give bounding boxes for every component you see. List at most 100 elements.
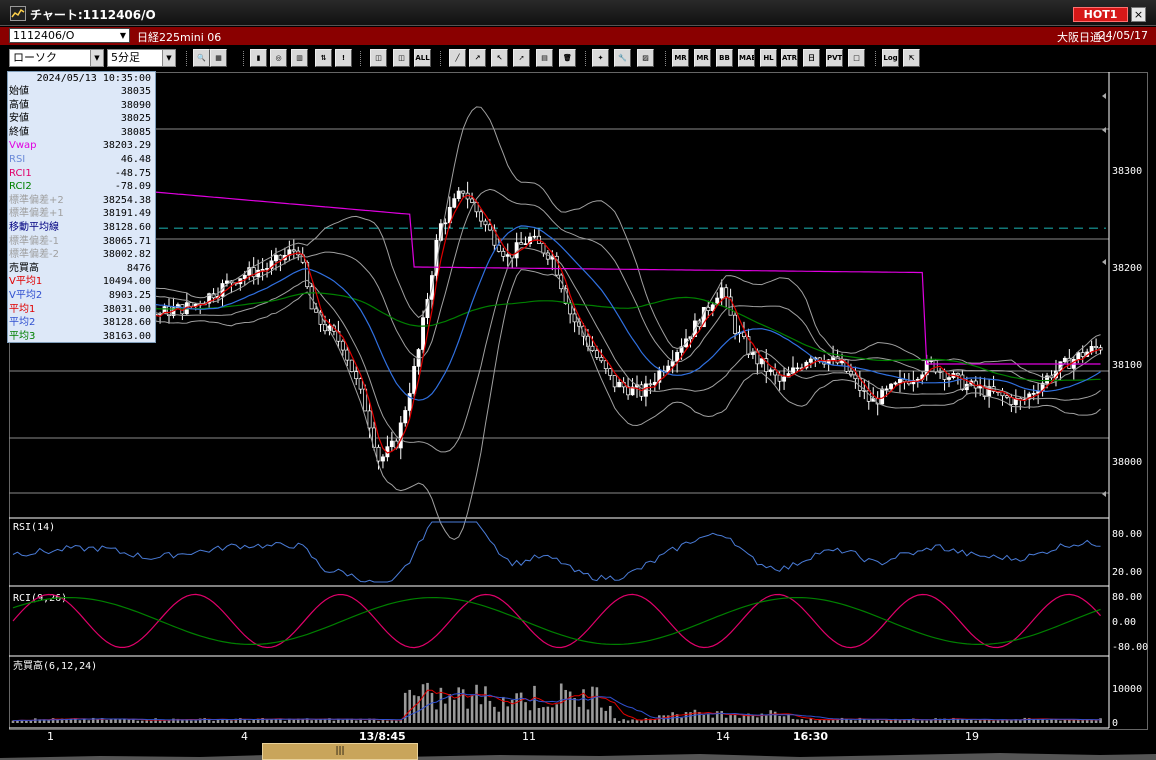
price-chart[interactable]: 38300 38200 38100 38000 RSI(14) 80.00 20.00 RCI… <box>9 72 1148 730</box>
trash-icon[interactable]: 🗑 <box>559 49 576 67</box>
volume-bar <box>203 718 206 723</box>
volume-bar <box>337 718 340 723</box>
candle-body <box>612 375 617 388</box>
interval-select[interactable]: 5分足 ▼ <box>107 49 176 67</box>
chart-type-select[interactable]: ローソク ▼ <box>9 49 104 67</box>
hot1-badge-button[interactable]: HOT1 <box>1073 7 1128 22</box>
mae-icon[interactable]: MAE <box>738 49 755 67</box>
volume-bar <box>417 696 420 723</box>
close-window-button[interactable]: × <box>1131 7 1146 22</box>
disabled-icon[interactable]: ! <box>335 49 352 67</box>
volume-bar <box>381 719 385 723</box>
volume-bar <box>501 696 505 723</box>
candle-icon[interactable]: ▮ <box>250 49 267 67</box>
atr-icon[interactable]: ATR <box>781 49 798 67</box>
volume-bar <box>537 708 541 723</box>
volume-bar <box>715 711 719 723</box>
ohlc-icon[interactable]: ◫ <box>393 49 410 67</box>
compare-icon[interactable]: ⇅ <box>315 49 332 67</box>
grid-icon[interactable]: ▦ <box>210 49 227 67</box>
candle-body <box>884 388 889 391</box>
info-row-value: 38035 <box>120 86 151 97</box>
candle-body <box>1080 352 1085 357</box>
chevron-down-icon[interactable]: ▼ <box>162 50 175 66</box>
candle-body <box>403 410 408 424</box>
line-tool-icon[interactable]: ↗ <box>469 49 486 67</box>
info-row-value: 38191.49 <box>102 208 151 220</box>
scroll-thumb[interactable]: ||| <box>262 743 418 760</box>
volume-bar <box>448 694 452 723</box>
bb-icon[interactable]: BB <box>716 49 733 67</box>
volume-bar <box>497 711 501 723</box>
volume-bar <box>301 719 305 723</box>
mr-icon[interactable]: MR <box>672 49 689 67</box>
info-row: RSI 46.48 <box>8 153 155 167</box>
volume-bar <box>1023 717 1027 723</box>
candle-body <box>345 349 350 361</box>
chart-area[interactable] <box>9 72 1148 730</box>
volume-bar <box>577 706 581 723</box>
chevron-down-icon[interactable]: ▼ <box>90 50 103 66</box>
settings-icon[interactable]: ✦ <box>592 49 609 67</box>
arrow-icon[interactable]: ➚ <box>513 49 530 67</box>
candle-body <box>880 388 885 405</box>
zoom-icon[interactable]: 🔍 <box>193 49 210 67</box>
chart-scrollbar[interactable] <box>0 742 1156 760</box>
chevron-down-icon[interactable]: ▼ <box>119 31 127 40</box>
rsi-axis-label: 80.00 <box>1112 529 1142 540</box>
ichimoku-icon[interactable]: 日 <box>803 49 820 67</box>
volume-bar <box>109 718 113 723</box>
volume-bar <box>764 715 768 723</box>
volume-bar <box>461 689 465 723</box>
info-row-value: 38065.71 <box>102 235 151 247</box>
volume-bar <box>149 720 153 723</box>
candle-body <box>358 378 363 390</box>
candle-body <box>603 360 608 370</box>
search-chart-icon[interactable]: ◎ <box>270 49 287 67</box>
pvt-icon[interactable]: PVT <box>826 49 843 67</box>
volume-bar <box>395 720 398 723</box>
volume-bar <box>631 719 634 723</box>
mr2-icon[interactable]: MR <box>694 49 711 67</box>
candle-body <box>710 304 715 311</box>
candle-body <box>608 368 613 376</box>
info-row-label: Vwap <box>9 140 37 152</box>
candle-body <box>274 254 278 262</box>
volume-bar <box>225 719 229 723</box>
volume-icon[interactable]: ▥ <box>291 49 308 67</box>
volume-bar <box>568 691 572 723</box>
candle-body <box>496 244 501 252</box>
volume-bar <box>1050 719 1053 723</box>
volume-bar <box>760 713 764 723</box>
frame-icon[interactable]: □ <box>848 49 865 67</box>
volume-bar <box>470 695 474 723</box>
bollinger-upper-2 <box>12 106 1101 378</box>
candle-body <box>728 296 733 316</box>
volume-bar <box>154 718 157 723</box>
export-icon[interactable]: ⇱ <box>903 49 920 67</box>
all-icon[interactable]: ALL <box>414 49 431 67</box>
candle-body <box>251 267 256 278</box>
candle-body <box>189 302 194 307</box>
volume-bar <box>943 718 946 723</box>
bollinger-lower-1 <box>12 247 1101 453</box>
candle-body <box>1098 347 1103 351</box>
hl-icon[interactable]: HL <box>760 49 777 67</box>
cursor-icon[interactable]: ↖ <box>491 49 508 67</box>
bars-icon[interactable]: ◫ <box>370 49 387 67</box>
trend-line-icon[interactable]: ╱ <box>449 49 466 67</box>
palette-icon[interactable]: ▨ <box>637 49 654 67</box>
volume-bar <box>916 720 920 723</box>
ma-mid-line <box>12 225 1101 401</box>
symbol-code-combobox[interactable]: 1112406/O ▼ <box>9 28 130 43</box>
volume-bar <box>836 718 839 723</box>
volume-bar <box>885 719 888 723</box>
log-icon[interactable]: Log <box>882 49 899 67</box>
price-axis-label: 38100 <box>1112 360 1142 371</box>
volume-bar <box>16 720 19 723</box>
volume-bar <box>613 718 617 723</box>
memo-icon[interactable]: ▤ <box>536 49 553 67</box>
volume-bar <box>1068 719 1071 723</box>
wrench-icon[interactable]: 🔧 <box>614 49 631 67</box>
info-row-value: -78.09 <box>114 181 151 193</box>
